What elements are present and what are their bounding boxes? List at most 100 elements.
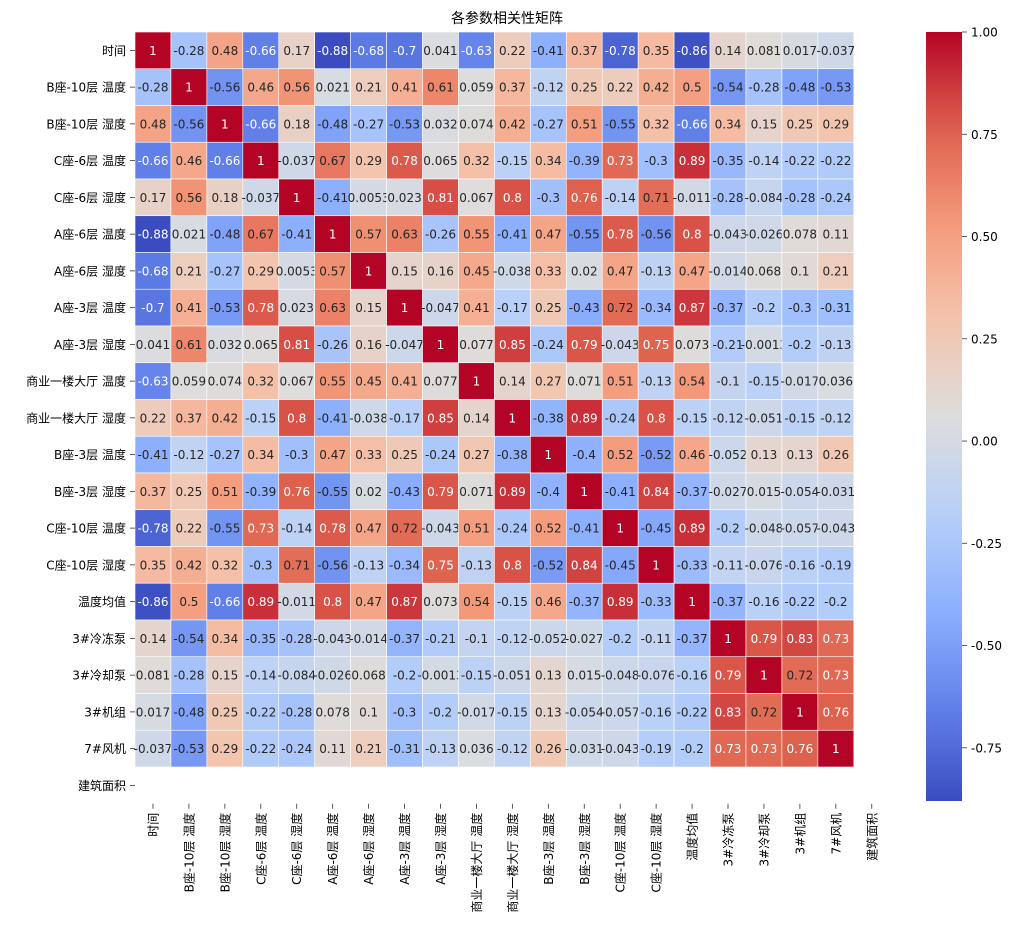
x-tick-label: 商业一楼大厅 温度 (469, 813, 484, 913)
cell-value-label: -0.34 (389, 558, 420, 572)
cell-value-label: 0.52 (535, 522, 562, 536)
heatmap-cell (458, 215, 495, 253)
heatmap-cell (709, 399, 747, 437)
x-tick-label: C座-10层 温度 (613, 813, 628, 893)
cell-value-label: 0.47 (355, 522, 382, 536)
cell-value-label: -0.53 (820, 81, 851, 95)
y-tick-label: 3#冷冻泵 (72, 631, 126, 646)
x-tick-label: 商业一楼大厅 湿度 (505, 813, 520, 913)
cell-value-label: 0.073 (423, 595, 457, 609)
heatmap-cell (565, 362, 603, 400)
heatmap-cell (458, 582, 495, 621)
cell-value-label: 0.25 (211, 705, 238, 719)
cell-value-label: -0.24 (533, 338, 564, 352)
heatmap-cell (134, 68, 172, 106)
heatmap-cell (278, 288, 316, 327)
heatmap-cell (350, 362, 387, 400)
cell-value-label: -0.26 (317, 338, 348, 352)
cell-value-label: -0.53 (389, 117, 420, 131)
heatmap-cell (170, 546, 208, 584)
heatmap-cell (781, 215, 819, 253)
cell-value-label: 0.29 (822, 117, 849, 131)
heatmap-cell (350, 68, 387, 106)
cell-value-label: 0.14 (499, 375, 526, 389)
cell-value-label: -0.52 (641, 448, 672, 462)
cell-value-label: 0.14 (140, 632, 167, 646)
heatmap-cell (314, 619, 351, 658)
cell-value-label: -0.017 (457, 705, 496, 719)
cell-value-label: 0.17 (283, 44, 310, 58)
cell-value-label: -0.43 (569, 301, 600, 315)
cell-value-label: 0.73 (247, 522, 274, 536)
cell-value-label: -0.33 (677, 558, 708, 572)
heatmap-cell (278, 509, 316, 547)
heatmap-cell (601, 656, 639, 694)
heatmap-cell (637, 141, 675, 180)
heatmap-cell (565, 729, 603, 768)
cell-value-label: -0.038 (493, 264, 532, 278)
cell-value-label: -0.41 (317, 191, 348, 205)
heatmap-cell (386, 325, 423, 364)
cell-value-label: -0.027 (565, 632, 604, 646)
cell-value-label: -0.15 (245, 411, 276, 425)
heatmap-cell (494, 472, 531, 511)
y-tick-label: A座-6层 湿度 (54, 263, 126, 278)
cell-value-label: 0.8 (503, 558, 522, 572)
heatmap-cell (422, 435, 459, 474)
heatmap-cell (601, 178, 639, 217)
cell-value-label: -0.16 (784, 558, 815, 572)
cell-value-label: 0.13 (535, 705, 562, 719)
cell-value-label: 0.15 (355, 301, 382, 315)
cell-value-label: 0.34 (247, 448, 274, 462)
cell-value-label: 0.63 (391, 228, 418, 242)
cell-value-label: -0.0013 (741, 338, 787, 352)
cell-value-label: -0.41 (137, 448, 168, 462)
cell-value-label: -0.78 (605, 44, 636, 58)
cell-value-label: 1 (473, 375, 481, 389)
cell-value-label: -0.12 (712, 411, 743, 425)
heatmap-cell (601, 141, 639, 180)
heatmap-cell (458, 141, 495, 180)
cell-value-label: -0.14 (281, 522, 312, 536)
colorbar-tick-label: 1.00 (971, 26, 998, 40)
heatmap-cell (206, 178, 244, 217)
cell-value-label: -0.038 (349, 411, 388, 425)
heatmap-cell (637, 435, 675, 474)
heatmap-cell (637, 288, 675, 327)
cell-value-label: 0.11 (822, 228, 849, 242)
cell-value-label: -0.13 (425, 742, 456, 756)
heatmap-cell (637, 362, 675, 400)
cell-value-label: -0.24 (497, 522, 528, 536)
cell-value-label: 0.89 (607, 595, 634, 609)
cell-value-label: 0.17 (140, 191, 167, 205)
heatmap-cell (242, 178, 280, 217)
heatmap-cell (781, 729, 819, 768)
heatmap-cell (422, 178, 459, 217)
y-tick-label: B座-3层 湿度 (54, 484, 126, 499)
cell-value-label: 0.71 (643, 191, 670, 205)
cell-value-label: 0.22 (176, 522, 203, 536)
heatmap-cell (134, 362, 172, 400)
cell-value-label: -0.2 (429, 705, 452, 719)
heatmap-cell (745, 399, 783, 437)
x-tick-label: A座-6层 湿度 (361, 813, 376, 885)
cell-value-label: -0.54 (173, 632, 204, 646)
heatmap-cell (745, 325, 783, 364)
heatmap-cell (817, 656, 855, 694)
heatmap-cell (817, 472, 855, 511)
heatmap-cell (206, 435, 244, 474)
heatmap-cell (170, 362, 208, 400)
cell-value-label: -0.052 (529, 632, 568, 646)
cell-value-label: -0.28 (784, 191, 815, 205)
cell-value-label: 0.22 (499, 44, 526, 58)
heatmap-cell (530, 31, 567, 70)
cell-value-label: -0.1 (465, 632, 488, 646)
cell-value-label: 0.071 (459, 485, 493, 499)
y-tick-label: B座-10层 温度 (46, 80, 126, 95)
cell-value-label: -0.37 (677, 485, 708, 499)
cell-value-label: -0.084 (277, 669, 316, 683)
heatmap-cell (601, 288, 639, 327)
cell-value-label: 0.077 (459, 338, 493, 352)
heatmap-cell (781, 325, 819, 364)
